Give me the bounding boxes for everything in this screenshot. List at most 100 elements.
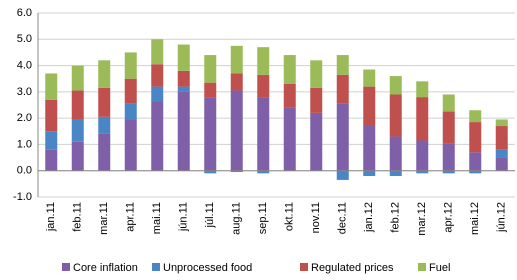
legend-label: Fuel [429,262,450,274]
bar-segment [469,122,482,153]
bar-segment [363,126,376,171]
x-tick-label: jún.12 [496,202,508,233]
x-tick-label: okt.11 [284,202,296,231]
legend-swatch [62,263,70,271]
bar-segment [124,119,137,171]
bar-segment [204,82,217,98]
bar-segment [230,45,243,74]
bar-segment [257,97,270,171]
bar-segment [257,170,270,174]
bar-segment [469,152,482,171]
y-tick-label: 0.0 [17,165,32,177]
legend-swatch [418,263,426,271]
x-tick-label: aug.11 [231,202,243,235]
bar-segment [45,99,58,132]
bar-segment [124,52,137,79]
bar-segment [230,73,243,91]
bar-segment [495,119,508,127]
bar-segment [204,170,217,174]
bar-segment [98,60,111,88]
bar-segment [389,76,402,95]
x-tick-label: jún.11 [178,202,190,232]
bar-segment [177,91,190,171]
bar-segment [416,81,429,98]
bar-segment [469,110,482,123]
bar-segment [442,94,455,112]
bar-segment [283,107,296,171]
bar-segment [495,126,508,150]
x-tick-label: júl.11 [204,202,216,228]
x-tick-label: jan.11 [45,202,57,232]
bar-segment [151,39,164,65]
x-tick-label: apr.11 [125,202,137,232]
bar-segment [177,70,190,87]
x-tick-label: sep.11 [257,202,269,234]
bar-segment [45,131,58,150]
legend-swatch [152,263,160,271]
bar-segment [495,157,508,171]
bar-segment [442,111,455,144]
bar-segment [257,74,270,98]
y-tick-label: 1.0 [17,138,32,150]
x-tick-label: mai.12 [469,202,481,235]
bar-segment [98,116,111,134]
bar-segment [389,136,402,171]
bar-segment [151,86,164,102]
bar-segment [71,65,84,91]
bar-segment [124,78,137,104]
y-tick-label: 6.0 [17,7,32,19]
bar-segment [310,112,323,171]
bar-segment [469,170,482,174]
bar-segment [389,170,402,176]
bar-segment [336,55,349,75]
bar-segment [71,90,84,120]
bar-segment [416,140,429,171]
bar-segment [151,101,164,171]
bar-segment [98,133,111,171]
x-tick-label: dec.11 [337,202,349,234]
bar-segment [283,83,296,108]
y-tick-label: 4.0 [17,59,32,71]
x-tick-label: mar.11 [98,202,110,235]
bar-segment [310,60,323,88]
bar-segment [283,55,296,84]
legend-label: Core inflation [73,262,138,274]
x-tick-label: jan.12 [363,202,375,233]
x-tick-label: mai.11 [151,202,163,234]
x-tick-label: nov.11 [310,202,322,233]
bar-segment [204,97,217,171]
bar-segment [442,170,455,174]
x-tick-label: mar.12 [416,202,428,236]
bar-segment [336,103,349,171]
y-tick-label: 3.0 [17,86,32,98]
bar-segment [442,143,455,171]
x-tick-label: apr.12 [443,202,455,233]
bar-segment [257,47,270,75]
y-tick-label: 5.0 [17,33,32,45]
bar-segment [204,55,217,83]
bar-segment [71,119,84,142]
legend-swatch [300,263,308,271]
bar-segment [416,170,429,174]
bar-segment [151,64,164,87]
x-tick-label: feb.11 [72,202,84,232]
bar-segment [363,170,376,176]
bar-segment [363,86,376,127]
y-tick-label: 2.0 [17,112,32,124]
bar-segment [177,44,190,71]
legend-label: Unprocessed food [163,262,252,274]
bar-segment [363,69,376,87]
bar-segment [310,87,323,113]
bar-segment [230,170,243,173]
bar-segment [177,86,190,92]
bar-segment [416,97,429,141]
bar-segment [495,149,508,158]
bar-segment [45,73,58,100]
x-tick-label: feb.12 [390,202,402,233]
bar-segment [336,74,349,104]
bar-segment [71,141,84,171]
bar-segment [230,90,243,171]
bar-segment [389,94,402,137]
bar-segment [45,149,58,171]
